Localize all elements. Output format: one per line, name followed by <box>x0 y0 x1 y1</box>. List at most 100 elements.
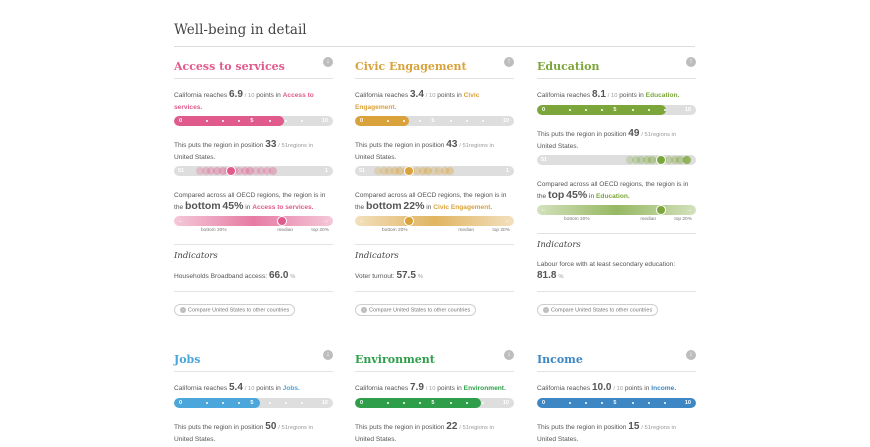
compare-divider <box>537 291 696 292</box>
position-prefix: This puts the region in position <box>537 131 627 138</box>
region-blob <box>440 167 449 175</box>
topic-link[interactable]: Income. <box>651 385 677 392</box>
compare-button-label: Compare United States to other countries <box>188 307 290 314</box>
oecd-rank-word: top <box>548 189 565 201</box>
scale-dot <box>205 402 208 404</box>
oecd-bottom-label: bottom 20% <box>201 228 227 233</box>
scale-mid-label: 5 <box>431 400 435 406</box>
topic-link[interactable]: Environment. <box>463 385 506 392</box>
scale-dot <box>402 402 405 404</box>
card-title[interactable]: Jobs <box>174 353 201 366</box>
arrow-down-circle-icon[interactable]: ↓ <box>323 350 333 360</box>
scale-dot <box>450 120 453 122</box>
score-bar: 0 5 10 <box>537 105 696 115</box>
card-divider <box>355 78 514 79</box>
card-title[interactable]: Environment <box>355 353 435 366</box>
scale-max-label: 10 <box>321 400 328 406</box>
compare-countries-button[interactable]: › Compare United States to other countrie… <box>355 304 477 317</box>
rank-max-label: 1 <box>687 157 691 163</box>
arrow-down-circle-icon[interactable]: ↓ <box>686 350 696 360</box>
circle-arrow-icon: › <box>361 307 367 313</box>
oecd-topic-link[interactable]: Education. <box>596 193 630 200</box>
score-line: California reaches 8.1 / 10 points in Ed… <box>537 89 696 102</box>
oecd-topic-link[interactable]: Civic Engagement. <box>433 204 493 211</box>
scale-min-label: 0 <box>179 118 183 124</box>
position-prefix: This puts the region in position <box>174 424 264 431</box>
scale-max-label: 10 <box>321 118 328 124</box>
oecd-marker[interactable] <box>656 205 667 215</box>
compare-countries-button[interactable]: › Compare United States to other countrie… <box>537 304 659 317</box>
rank-min-label: 51 <box>178 168 185 174</box>
scale-max-label: 10 <box>502 118 509 124</box>
indicator-unit: % <box>290 274 296 280</box>
topic-link[interactable]: Jobs. <box>282 385 300 392</box>
scale-mid-label: 5 <box>250 400 254 406</box>
score-bar: 0 5 10 <box>355 398 514 408</box>
position-value: 49 <box>628 128 640 139</box>
region-marker[interactable] <box>656 155 667 165</box>
scale-min-label: 0 <box>360 118 364 124</box>
score-out-of: / 10 <box>425 93 436 99</box>
oecd-prefix: Compared across all OECD regions, the re… <box>174 192 326 199</box>
scale-dot <box>632 402 635 404</box>
score-bar-fill <box>355 116 410 126</box>
oecd-rank-word: bottom <box>366 200 402 212</box>
oecd-scale-labels: bottom 20% median top 20% <box>174 226 333 236</box>
oecd-line: Compared across all OECD regions, the re… <box>174 192 326 212</box>
card-divider <box>174 78 333 79</box>
scale-dot <box>269 120 272 122</box>
oecd-prefix: Compared across all OECD regions, the re… <box>537 181 689 188</box>
score-line: California reaches 3.4 / 10 points in Ci… <box>355 89 514 113</box>
position-value: 33 <box>265 139 277 150</box>
position-country: United States. <box>174 154 216 161</box>
oecd-rank-pct: 22% <box>403 200 425 212</box>
scale-dot <box>584 109 587 111</box>
oecd-rank-word: bottom <box>185 200 221 212</box>
position-country: United States. <box>355 436 397 443</box>
oecd-marker[interactable] <box>404 216 415 226</box>
score-bar: 0 5 10 <box>537 398 696 408</box>
region-blob <box>637 156 646 164</box>
position-prefix: This puts the region in position <box>355 142 445 149</box>
topic-link[interactable]: Education. <box>645 92 680 99</box>
score-bar: 0 5 10 <box>174 398 333 408</box>
topic-link[interactable]: Access to services. <box>174 92 314 111</box>
region-blob <box>435 167 444 175</box>
indicator-unit: % <box>417 274 423 280</box>
region-marker[interactable] <box>404 166 415 176</box>
card-education: Education ↑ California reaches 8.1 / 10 po… <box>537 57 696 317</box>
oecd-marker[interactable] <box>277 216 288 226</box>
card-title[interactable]: Education <box>537 60 600 73</box>
arrow-up-circle-icon[interactable]: ↑ <box>504 57 514 67</box>
region-blob <box>251 167 260 175</box>
score-line: California reaches 7.9 / 10 points in En… <box>355 382 514 395</box>
card-title[interactable]: Income <box>537 353 583 366</box>
region-marker[interactable] <box>226 166 237 176</box>
position-line: This puts the region in position 49 / 51… <box>537 128 696 152</box>
position-country: United States. <box>174 436 216 443</box>
compare-button-label: Compare United States to other countries <box>551 307 653 314</box>
oecd-line: Compared across all OECD regions, the re… <box>537 181 689 201</box>
oecd-bottom-label: bottom 20% <box>382 228 408 233</box>
position-prefix: This puts the region in position <box>537 424 627 431</box>
card-divider <box>537 78 696 79</box>
card-title[interactable]: Access to services <box>174 60 285 73</box>
scale-max-label: 10 <box>684 107 691 113</box>
arrow-down-circle-icon[interactable]: ↓ <box>323 57 333 67</box>
oecd-top-label: top 20% <box>674 217 692 222</box>
indicator-label: Households Broadband access: <box>174 273 268 280</box>
region-blob <box>385 167 394 175</box>
card-title[interactable]: Civic Engagement <box>355 60 467 73</box>
position-suffix: / 51regions in <box>459 425 495 431</box>
compare-button-label: Compare United States to other countries <box>369 307 471 314</box>
arrow-up-circle-icon[interactable]: ↑ <box>686 57 696 67</box>
position-line: This puts the region in position 22 / 51… <box>355 421 514 445</box>
score-bar-fill <box>174 398 260 408</box>
position-country: United States. <box>537 143 579 150</box>
compare-countries-button[interactable]: › Compare United States to other countrie… <box>174 304 296 317</box>
oecd-topic-link[interactable]: Access to services. <box>252 204 314 211</box>
scale-dot <box>285 120 288 122</box>
position-line: This puts the region in position 43 / 51… <box>355 139 514 163</box>
topic-link[interactable]: Civic Engagement. <box>355 92 480 111</box>
arrow-down-circle-icon[interactable]: ↓ <box>504 350 514 360</box>
